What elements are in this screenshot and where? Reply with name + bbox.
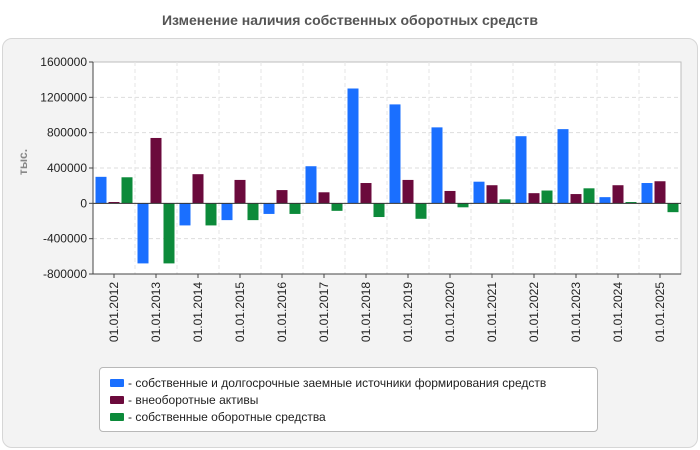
bar-series-0-01.01.2018 — [347, 88, 359, 204]
legend-item-working-capital: - собственные оборотные средства — [110, 408, 597, 425]
bar-series-0-01.01.2012 — [95, 176, 107, 204]
legend-label-sources: - собственные и долгосрочные заемные ист… — [128, 375, 547, 390]
x-tick-label: 01.01.2021 — [485, 282, 499, 342]
bars — [95, 88, 679, 264]
y-tick-label: 400000 — [47, 161, 87, 175]
bar-series-0-01.01.2021 — [473, 181, 485, 204]
bar-series-2-01.01.2024 — [625, 202, 637, 204]
bar-series-0-01.01.2019 — [389, 104, 401, 204]
bar-series-1-01.01.2017 — [318, 192, 330, 204]
x-tick-label: 01.01.2013 — [149, 282, 163, 342]
bar-series-0-01.01.2013 — [137, 203, 149, 264]
y-tick-label: 1600000 — [40, 55, 87, 69]
bar-series-1-01.01.2025 — [654, 181, 666, 204]
bar-series-0-01.01.2023 — [557, 129, 569, 204]
bar-series-1-01.01.2015 — [234, 179, 246, 204]
chart-legend: - собственные и долгосрочные заемные ист… — [99, 367, 598, 432]
bar-series-2-01.01.2019 — [415, 203, 427, 219]
y-axis-label: тыс. — [16, 149, 30, 175]
x-tick-label: 01.01.2014 — [191, 282, 205, 342]
bar-series-1-01.01.2018 — [360, 183, 372, 204]
bar-series-2-01.01.2023 — [583, 188, 595, 204]
y-tick-label: 1200000 — [40, 90, 87, 104]
bar-series-2-01.01.2021 — [499, 199, 511, 204]
bar-series-2-01.01.2018 — [373, 203, 385, 218]
y-tick-label: 800000 — [47, 126, 87, 140]
y-tick-label: -800000 — [43, 267, 87, 281]
legend-label-working-capital: - собственные оборотные средства — [128, 409, 326, 424]
bar-series-0-01.01.2025 — [641, 183, 653, 204]
bar-series-0-01.01.2015 — [221, 203, 233, 221]
bar-series-1-01.01.2023 — [570, 194, 582, 204]
y-tick-label: 0 — [80, 196, 87, 210]
bar-series-0-01.01.2016 — [263, 203, 275, 214]
bar-series-2-01.01.2020 — [457, 203, 469, 208]
bar-series-2-01.01.2013 — [163, 203, 175, 264]
legend-swatch-sources — [110, 378, 124, 387]
bar-series-2-01.01.2017 — [331, 203, 343, 211]
bar-series-0-01.01.2020 — [431, 127, 443, 204]
bar-series-0-01.01.2017 — [305, 166, 317, 204]
bar-series-2-01.01.2012 — [121, 177, 133, 204]
x-tick-label: 01.01.2025 — [653, 282, 667, 342]
x-tick-label: 01.01.2016 — [275, 282, 289, 342]
bar-series-2-01.01.2022 — [541, 190, 553, 204]
axes: 1600000 1200000 800000 400000 0 -400000 -80000… — [40, 55, 681, 342]
x-tick-label: 01.01.2017 — [317, 282, 331, 342]
legend-item-sources: - собственные и долгосрочные заемные ист… — [110, 374, 597, 391]
bar-series-1-01.01.2022 — [528, 193, 540, 204]
bar-series-1-01.01.2013 — [150, 137, 162, 204]
bar-series-0-01.01.2024 — [599, 197, 611, 204]
legend-item-noncurrent-assets: - внеоборотные активы — [110, 391, 597, 408]
legend-swatch-working-capital — [110, 412, 124, 421]
x-tick-label: 01.01.2024 — [611, 282, 625, 342]
bar-series-1-01.01.2016 — [276, 190, 288, 204]
bar-series-2-01.01.2014 — [205, 203, 217, 226]
x-tick-label: 01.01.2022 — [527, 282, 541, 342]
x-tick-label: 01.01.2015 — [233, 282, 247, 342]
bar-series-1-01.01.2012 — [108, 202, 120, 204]
x-tick-label: 01.01.2023 — [569, 282, 583, 342]
chart-title: Изменение наличия собственных оборотных … — [161, 12, 539, 28]
x-tick-label: 01.01.2012 — [107, 282, 121, 342]
y-tick-label: -400000 — [43, 232, 87, 246]
x-tick-label: 01.01.2020 — [443, 282, 457, 342]
bar-series-1-01.01.2014 — [192, 174, 204, 204]
bar-series-1-01.01.2024 — [612, 185, 624, 204]
bar-series-0-01.01.2022 — [515, 136, 527, 204]
bar-series-1-01.01.2021 — [486, 185, 498, 204]
x-tick-label: 01.01.2019 — [401, 282, 415, 342]
bar-series-2-01.01.2025 — [667, 203, 679, 213]
legend-swatch-noncurrent-assets — [110, 395, 124, 404]
legend-label-noncurrent-assets: - внеоборотные активы — [128, 392, 259, 407]
bar-series-1-01.01.2019 — [402, 179, 414, 204]
bar-series-2-01.01.2016 — [289, 203, 301, 214]
bar-series-2-01.01.2015 — [247, 203, 259, 221]
bar-series-0-01.01.2014 — [179, 203, 191, 226]
bar-series-1-01.01.2020 — [444, 190, 456, 204]
x-tick-label: 01.01.2018 — [359, 282, 373, 342]
